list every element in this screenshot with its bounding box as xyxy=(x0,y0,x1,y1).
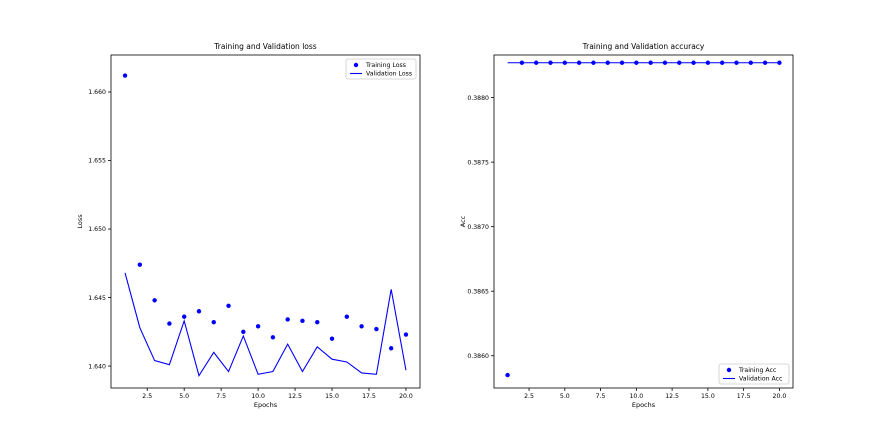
data-point xyxy=(196,309,202,314)
legend-label: Training Loss xyxy=(365,62,406,69)
x-tick-label: 20.0 xyxy=(399,393,413,400)
data-point xyxy=(329,336,335,341)
x-tick-label: 20.0 xyxy=(773,393,787,400)
data-point xyxy=(167,321,172,326)
legend-marker-swatch xyxy=(353,62,359,68)
data-point xyxy=(300,318,305,324)
data-point xyxy=(403,332,409,337)
y-tick-label: 0.3860 xyxy=(467,353,489,360)
x-axis-label: Epochs xyxy=(254,401,278,409)
chart-title: Training and Validation accuracy xyxy=(582,42,705,51)
x-tick-label: 17.5 xyxy=(362,393,376,400)
y-tick-label: 1.650 xyxy=(88,226,106,233)
data-point xyxy=(270,335,276,340)
legend-label: Validation Loss xyxy=(366,71,412,78)
data-point xyxy=(374,326,379,332)
x-tick-label: 7.5 xyxy=(596,393,606,400)
data-point xyxy=(241,329,246,335)
x-tick-label: 2.5 xyxy=(142,393,152,400)
x-tick-label: 10.0 xyxy=(629,393,643,400)
x-tick-label: 15.0 xyxy=(701,393,715,400)
y-tick-label: 0.3875 xyxy=(467,159,489,166)
y-tick-label: 0.3870 xyxy=(467,224,489,231)
plot-frame xyxy=(110,54,421,389)
y-axis-label: Loss xyxy=(76,214,84,229)
y-tick-label: 1.655 xyxy=(88,158,106,165)
data-point xyxy=(315,320,320,325)
x-tick-label: 5.0 xyxy=(560,393,570,400)
y-tick-label: 1.660 xyxy=(88,89,106,96)
data-point xyxy=(344,314,350,319)
x-tick-label: 17.5 xyxy=(737,393,751,400)
chart-title: Training and Validation loss xyxy=(213,42,316,51)
y-tick-label: 0.3865 xyxy=(467,288,489,295)
y-tick-label: 1.645 xyxy=(88,295,106,302)
y-axis-label: Acc xyxy=(459,215,467,227)
plot-frame xyxy=(493,54,794,389)
legend-box xyxy=(718,363,790,385)
data-point xyxy=(255,324,261,329)
data-point xyxy=(285,317,290,322)
data-point xyxy=(388,346,394,351)
x-tick-label: 12.5 xyxy=(665,393,679,400)
x-tick-label: 15.0 xyxy=(325,393,339,400)
data-point xyxy=(122,73,128,78)
x-tick-label: 2.5 xyxy=(524,393,534,400)
x-tick-label: 7.5 xyxy=(216,393,226,400)
y-tick-label: 1.640 xyxy=(88,363,106,370)
accuracy-chart: Training and Validation accuracy 2.5 5.0 7.… xyxy=(459,42,794,409)
y-tick-label: 0.3880 xyxy=(467,95,489,102)
data-point xyxy=(211,320,216,325)
x-tick-label: 12.5 xyxy=(288,393,302,400)
data-point xyxy=(505,372,510,378)
data-point xyxy=(359,324,364,329)
legend-label: Validation Acc xyxy=(739,376,783,383)
x-tick-label: 5.0 xyxy=(179,393,189,400)
loss-chart: Training and Validation loss 2.5 5.0 7.5 10.… xyxy=(76,42,421,409)
series-line-validation-loss xyxy=(124,272,407,378)
data-point xyxy=(152,298,157,303)
data-point xyxy=(226,303,231,308)
data-point xyxy=(137,262,143,267)
x-tick-label: 10.0 xyxy=(251,393,265,400)
data-point xyxy=(181,314,187,319)
legend-box xyxy=(345,58,417,80)
legend-marker-swatch xyxy=(726,367,732,373)
legend-label: Training Acc xyxy=(738,367,777,374)
x-axis-label: Epochs xyxy=(632,401,656,409)
